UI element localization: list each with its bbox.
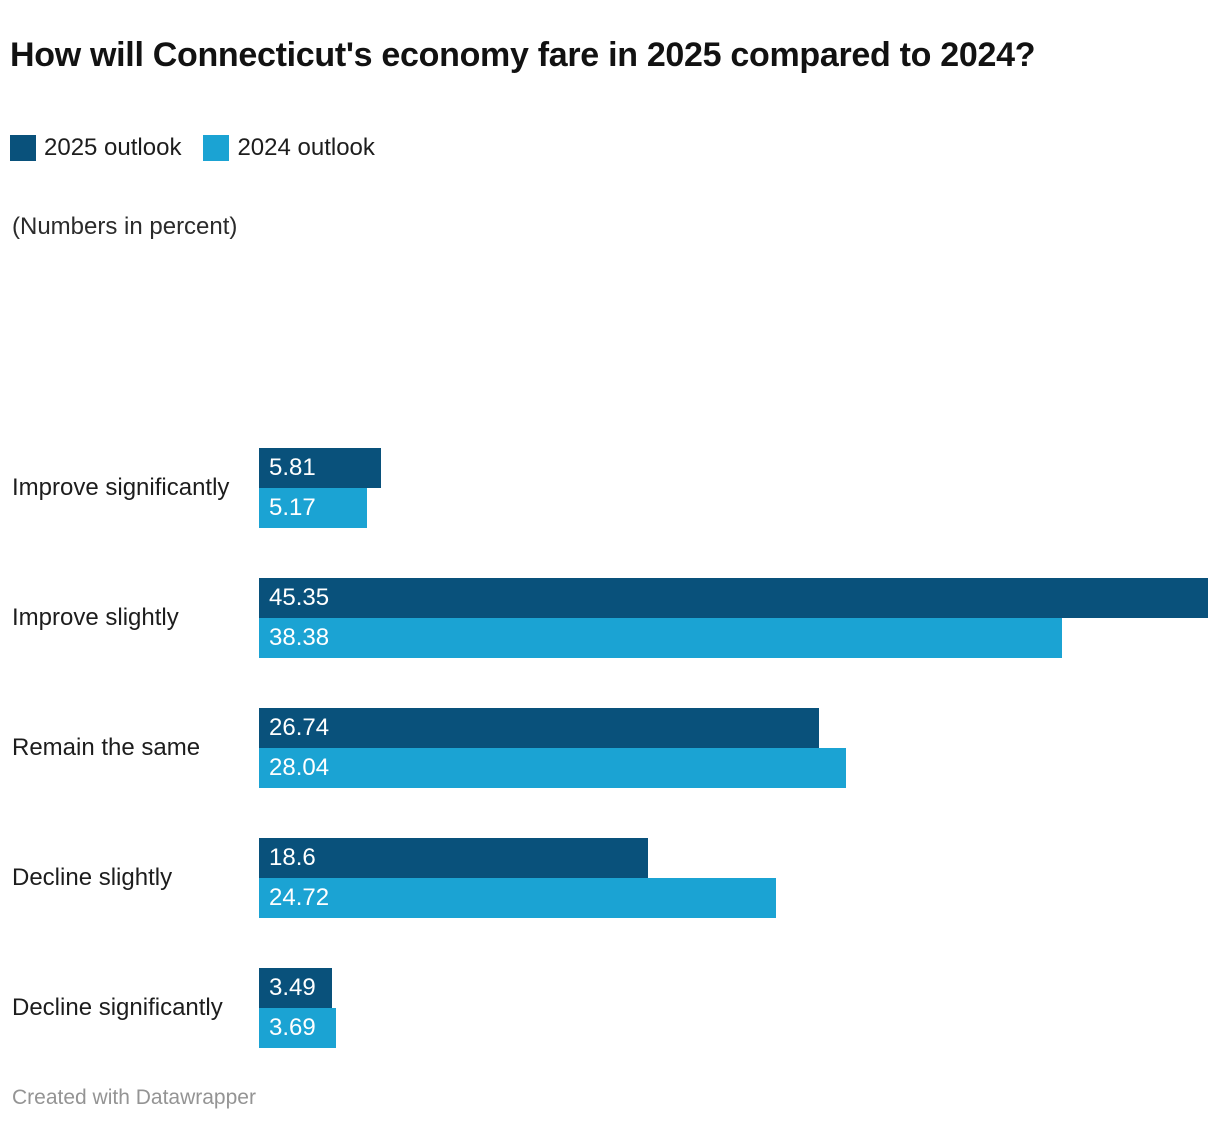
bar-2025-outlook: 18.6 [259, 838, 649, 878]
footer-credit: Created with Datawrapper [12, 1086, 256, 1109]
bar-2025-outlook: 26.74 [259, 708, 819, 748]
bar-pair: 26.74 28.04 [259, 708, 846, 788]
bar-value-label: 5.81 [269, 454, 316, 481]
legend-label: 2025 outlook [44, 134, 182, 161]
bar-pair: 18.6 24.72 [259, 838, 777, 918]
category-label: Decline significantly [12, 994, 223, 1021]
bar-value-label: 45.35 [269, 584, 330, 611]
legend-item-2024-outlook: 2024 outlook [203, 134, 375, 162]
category-label: Improve significantly [12, 474, 230, 501]
bar-value-label: 18.6 [269, 844, 316, 871]
bar-group: Remain the same 26.74 28.04 [0, 708, 1220, 788]
bar-group: Improve slightly 45.35 38.38 [0, 578, 1220, 658]
bar-value-label: 26.74 [269, 714, 330, 741]
legend-item-2025-outlook: 2025 outlook [10, 134, 181, 162]
legend-swatch-2025-outlook [10, 135, 36, 161]
bar-group: Improve significantly 5.81 5.17 [0, 448, 1220, 528]
bar-2025-outlook: 3.49 [259, 968, 332, 1008]
bar-2024-outlook: 24.72 [259, 878, 777, 918]
bar-value-label: 3.49 [269, 974, 316, 1001]
bar-group: Decline slightly 18.6 24.72 [0, 838, 1220, 918]
category-label: Remain the same [12, 734, 201, 761]
bar-2024-outlook: 28.04 [259, 748, 846, 788]
bar-pair: 5.81 5.17 [259, 448, 381, 528]
bar-2024-outlook: 3.69 [259, 1008, 337, 1048]
category-label: Improve slightly [12, 604, 179, 631]
bar-2025-outlook: 5.81 [259, 448, 381, 488]
chart-subtitle: (Numbers in percent) [12, 213, 238, 240]
bar-2025-outlook: 45.35 [259, 578, 1208, 618]
bar-value-label: 28.04 [269, 754, 330, 781]
bar-value-label: 38.38 [269, 624, 330, 651]
bar-pair: 3.49 3.69 [259, 968, 337, 1048]
bar-value-label: 3.69 [269, 1014, 316, 1041]
legend-swatch-2024-outlook [203, 135, 230, 161]
bar-2024-outlook: 38.38 [259, 618, 1063, 658]
bar-value-label: 5.17 [269, 494, 316, 521]
legend-label: 2024 outlook [237, 134, 375, 161]
bar-value-label: 24.72 [269, 884, 330, 911]
category-label: Decline slightly [12, 864, 173, 891]
grouped-bar-chart: Improve significantly 5.81 5.17 Improve sli… [0, 448, 1220, 1048]
bar-group: Decline significantly 3.49 3.69 [0, 968, 1220, 1048]
bar-pair: 45.35 38.38 [259, 578, 1208, 658]
chart-title: How will Connecticut's economy fare in 2… [10, 35, 1036, 74]
bar-2024-outlook: 5.17 [259, 488, 368, 528]
legend: 2025 outlook 2024 outlook [10, 134, 375, 162]
